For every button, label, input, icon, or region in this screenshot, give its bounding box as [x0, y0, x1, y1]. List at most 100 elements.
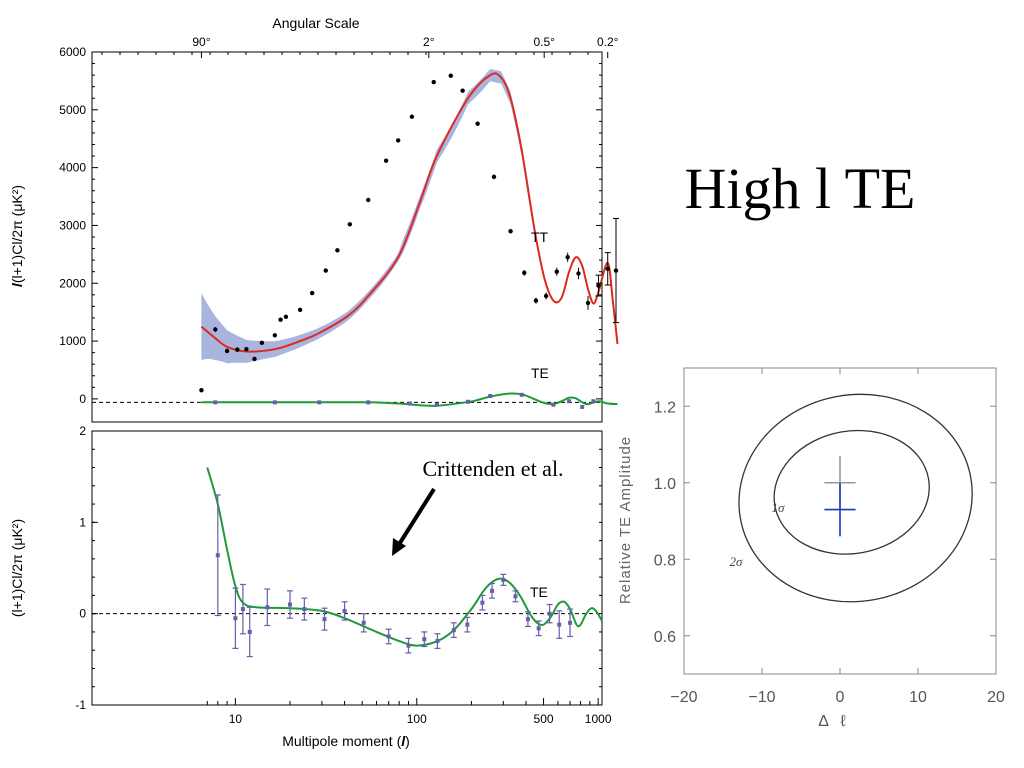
tt-data-point — [283, 314, 289, 319]
top-axis-tick-label: 0.2° — [597, 35, 619, 49]
inset-contour-label-1sigma: 1σ — [772, 500, 786, 515]
inset-x-tick-label: 0 — [836, 689, 845, 706]
tt-data-point — [199, 388, 204, 393]
lower-y-tick-label: -1 — [75, 698, 86, 712]
inset-y-tick-label: 0.6 — [654, 629, 676, 646]
tt-data-point — [272, 333, 278, 338]
tt-data-point — [278, 317, 283, 322]
te-data-point-upper — [519, 392, 524, 397]
x-tick-label: 100 — [407, 712, 427, 726]
te-data-point-upper — [407, 401, 412, 406]
te-data-point-upper — [272, 400, 277, 405]
top-axis-title: Angular Scale — [272, 15, 359, 31]
upper-panel-frame — [91, 51, 603, 423]
tt-data-point — [235, 347, 240, 352]
te-data-point-lower — [265, 605, 270, 610]
tt-data-point — [543, 293, 549, 299]
te-data-point-upper — [591, 399, 596, 404]
tt-cosmic-variance-band — [201, 68, 534, 364]
inset-x-tick-label: 20 — [987, 689, 1005, 706]
te-data-point-lower — [287, 602, 292, 607]
te-model-curve-lower — [206, 467, 603, 647]
tt-data-point — [323, 268, 328, 273]
lower-y-axis-label: (l+1)Cl/2π (μK²) — [9, 519, 25, 617]
te-data-point-lower — [240, 607, 245, 612]
top-axis-tick-label: 90° — [192, 35, 210, 49]
te-data-point-lower — [361, 620, 366, 625]
tt-data-point — [613, 268, 619, 273]
tt-data-point — [335, 248, 340, 253]
x-axis-title: Multipole moment (l) — [282, 733, 410, 749]
tt-data-point — [596, 283, 601, 288]
annotation: Crittenden et al. — [392, 456, 564, 556]
top-axis-tick-label: 0.5° — [533, 35, 555, 49]
x-tick-label: 1000 — [585, 712, 612, 726]
te-data-point-upper — [366, 400, 371, 405]
te-data-point-lower — [490, 588, 495, 593]
tt-data-point — [309, 290, 315, 296]
tt-data-point — [565, 255, 570, 260]
te-data-point-upper — [317, 400, 322, 405]
tt-data-point — [554, 269, 559, 274]
inset-contour-2σ — [738, 393, 973, 603]
te-data-point-lower — [501, 577, 506, 582]
x-tick-label: 500 — [534, 712, 554, 726]
te-data-point-lower — [465, 622, 470, 627]
tt-data-point — [224, 348, 230, 354]
tt-data-point — [213, 327, 218, 332]
main-axes: 0 1000 2000 3000 4000 5000 6000 -1 0 1 2 10 100 500 10… — [59, 35, 618, 726]
te-data-point-lower — [215, 553, 220, 558]
te-data-point-lower — [451, 628, 456, 633]
te-data-point-lower — [513, 594, 518, 599]
te-series-label-upper: TE — [531, 365, 549, 381]
te-data-point-lower — [247, 629, 252, 634]
te-data-point-lower — [422, 637, 427, 642]
lower-y-tick-label: 2 — [79, 424, 86, 438]
tt-data-point — [347, 222, 353, 227]
inset-plot: −20 −10 0 10 20 0.6 0.8 1.0 1.2 1σ 2σ — [654, 368, 1005, 706]
tt-data-point — [508, 229, 513, 234]
tt-data-point — [585, 300, 591, 306]
upper-y-tick-label: 0 — [79, 392, 86, 406]
upper-y-tick-label: 1000 — [59, 334, 86, 348]
inset-contour-label-2sigma: 2σ — [730, 554, 744, 569]
te-data-point-upper — [488, 393, 493, 398]
te-data-point-lower — [547, 611, 552, 616]
tt-data-point — [491, 174, 497, 180]
tt-data-point — [431, 79, 436, 85]
tt-data-point — [533, 298, 539, 303]
inset-x-tick-label: −10 — [748, 689, 775, 706]
te-data-point-upper — [580, 404, 585, 409]
lower-panel-frame — [91, 430, 603, 706]
inset-y-tick-label: 0.8 — [654, 552, 676, 569]
tt-data-point — [460, 88, 465, 93]
te-data-point-lower — [342, 608, 347, 613]
te-data-point-lower — [406, 643, 411, 648]
te-data-point-lower — [568, 620, 573, 625]
upper-y-tick-label: 2000 — [59, 276, 86, 290]
lower-panel — [92, 467, 603, 658]
upper-y-tick-label: 6000 — [59, 45, 86, 59]
inset-y-tick-label: 1.0 — [654, 476, 676, 493]
tt-data-point — [366, 197, 371, 203]
te-data-point-upper — [465, 399, 470, 404]
lower-y-tick-label: 0 — [79, 607, 86, 621]
tt-data-point — [244, 346, 249, 352]
te-series-label-lower: TE — [530, 584, 548, 600]
tt-data-point — [409, 114, 415, 119]
upper-y-tick-label: 5000 — [59, 103, 86, 117]
inset-x-tick-label: −20 — [670, 689, 697, 706]
tt-data-point — [475, 121, 480, 126]
te-data-point-lower — [435, 639, 440, 644]
tt-data-point — [396, 138, 401, 143]
inset-contour-1σ — [773, 429, 930, 555]
tt-data-point — [259, 340, 265, 345]
tt-data-point — [522, 270, 527, 276]
slide-title: High l TE — [685, 156, 916, 221]
te-data-point-lower — [386, 634, 391, 639]
tt-series-label: TT — [531, 229, 549, 245]
tt-data-point — [252, 356, 257, 362]
top-axis-tick-label: 2° — [423, 35, 435, 49]
inset-y-tick-label: 1.2 — [654, 399, 676, 416]
te-data-point-lower — [322, 617, 327, 622]
